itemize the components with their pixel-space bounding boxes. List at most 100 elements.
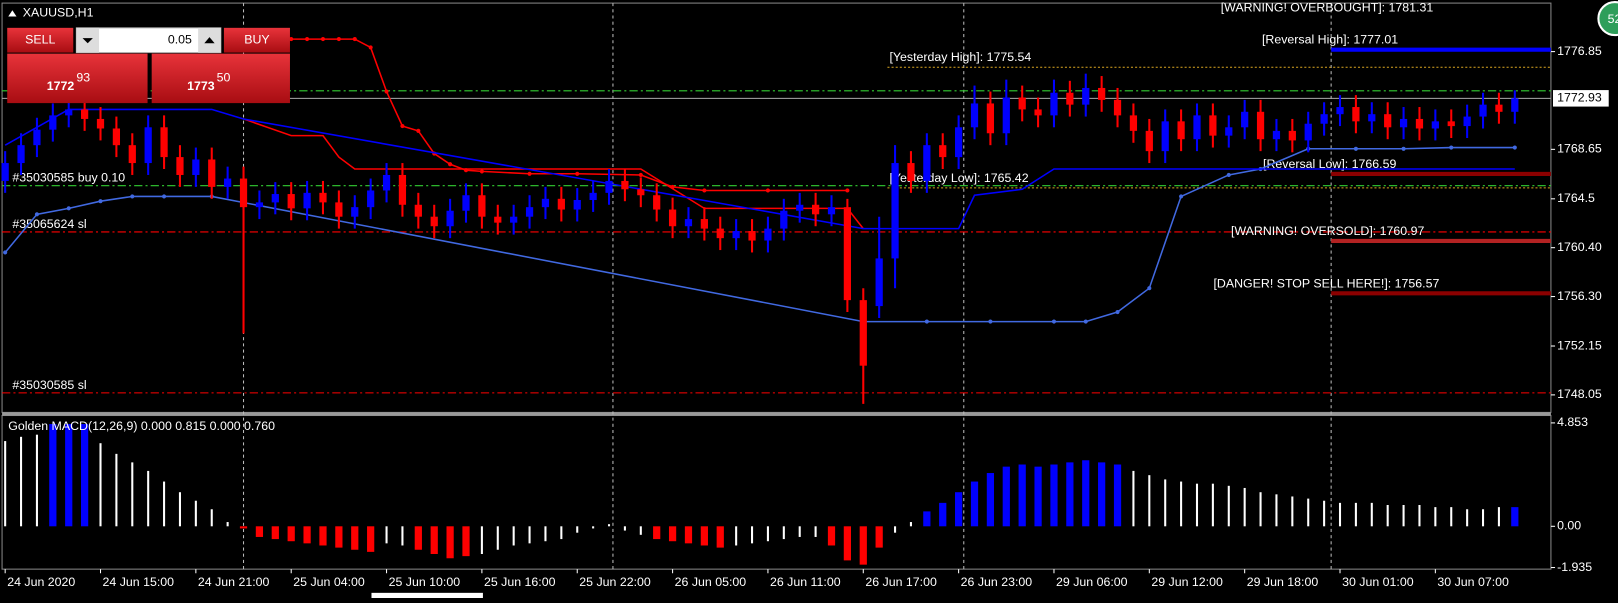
indicator-dot <box>384 89 389 94</box>
macd-bar <box>1148 475 1151 527</box>
indicator-dot <box>638 172 643 178</box>
macd-y-tick-label: 0.00 <box>1557 519 1581 533</box>
macd-bar <box>131 462 134 527</box>
ask-box[interactable] <box>151 53 290 104</box>
x-tick-label: 25 Jun 10:00 <box>389 575 461 589</box>
macd-bar <box>446 526 454 559</box>
macd-bar <box>623 526 626 531</box>
macd-bar <box>1275 494 1278 527</box>
candle-body <box>875 258 883 307</box>
candle-body <box>287 194 295 209</box>
macd-bar <box>735 526 738 546</box>
indicator-dot <box>98 199 103 204</box>
candle-body <box>398 174 407 205</box>
macd-bar <box>81 424 89 527</box>
indicator-dot <box>988 319 993 324</box>
macd-bar <box>35 434 38 527</box>
macd-bar <box>607 524 611 527</box>
indicator-dot <box>130 194 135 199</box>
macd-bar <box>255 526 264 537</box>
candle-body <box>176 157 184 175</box>
bid-box[interactable] <box>7 53 148 104</box>
macd-bar <box>1050 464 1058 527</box>
y-tick-label: 1748.05 <box>1557 387 1602 401</box>
indicator-dot <box>289 37 294 42</box>
macd-bar <box>430 526 438 555</box>
macd-title: Golden MACD(12,26,9) 0.000 0.815 0.000 0… <box>8 419 275 433</box>
candle-body <box>780 210 788 229</box>
order-label: #35030585 sl <box>12 378 86 392</box>
candle-body <box>557 198 565 210</box>
badge[interactable] <box>1597 1 1618 37</box>
macd-bar <box>653 526 661 540</box>
candle-body <box>811 204 820 215</box>
macd-bar <box>1291 496 1294 527</box>
candle-body <box>1368 114 1376 122</box>
candle-body <box>1129 115 1138 131</box>
macd-y-tick-label: -1.935 <box>1557 560 1592 574</box>
macd-bar <box>1386 504 1389 527</box>
macd-bar <box>1066 462 1074 527</box>
macd-bar <box>576 526 579 533</box>
indicator-dot <box>320 37 326 42</box>
macd-bar <box>65 424 73 527</box>
macd-bar <box>1113 464 1122 527</box>
chart-title: XAUUSD,H1 <box>23 6 94 20</box>
indicator-dot <box>1083 319 1088 324</box>
macd-bar <box>1307 498 1310 527</box>
candle-body <box>748 230 756 241</box>
candle-body <box>605 180 613 193</box>
macd-bar <box>592 526 595 529</box>
macd-bar <box>798 526 801 537</box>
indicator-dot <box>1401 146 1406 151</box>
candle-body <box>239 178 248 208</box>
candle-body <box>716 228 724 239</box>
macd-bar <box>716 526 724 548</box>
ask-head: 1773 <box>187 79 215 93</box>
macd-bar <box>1323 500 1326 527</box>
macd-bar <box>668 526 677 542</box>
candle-body <box>208 159 216 187</box>
candle-body <box>96 118 105 129</box>
candle-body <box>684 219 693 227</box>
x-tick-label: 25 Jun 04:00 <box>293 575 365 589</box>
sell-label: SELL <box>25 32 55 46</box>
indicator-dot <box>765 188 770 193</box>
indicator-dot <box>845 188 850 193</box>
macd-bar <box>1466 509 1469 527</box>
macd-bar <box>226 522 229 527</box>
candle-body <box>478 195 486 217</box>
indicator-dot <box>305 37 310 42</box>
macd-bar <box>1511 507 1519 527</box>
macd-bar <box>1402 504 1405 527</box>
candle-body <box>160 127 168 158</box>
scrollbar[interactable] <box>371 592 483 598</box>
indicator-dot <box>479 169 484 174</box>
macd-bar <box>335 526 343 548</box>
macd-bar <box>894 526 897 533</box>
candle-body <box>986 103 995 134</box>
macd-bar <box>20 436 23 527</box>
indicator-dot <box>3 250 8 255</box>
sell-button[interactable] <box>7 27 74 53</box>
indicator-dot <box>1226 172 1231 178</box>
indicator-dot <box>336 37 341 42</box>
x-tick-label: 24 Jun 15:00 <box>103 575 175 589</box>
macd-bar <box>827 526 836 546</box>
macd-bar <box>684 526 693 544</box>
candle-body <box>541 198 550 208</box>
macd-bar <box>1164 479 1167 527</box>
y-tick-label: 1776.85 <box>1557 44 1602 58</box>
candle-body <box>637 189 645 196</box>
order-label: #35065624 sl <box>12 217 86 231</box>
x-tick-label: 29 Jun 18:00 <box>1247 575 1319 589</box>
candle-body <box>1082 87 1090 105</box>
macd-bar <box>1098 462 1106 527</box>
lot-input[interactable] <box>75 27 222 54</box>
candle-body <box>1495 104 1503 112</box>
candle-body <box>462 195 470 211</box>
indicator-line <box>243 118 864 230</box>
buy-button[interactable] <box>223 27 290 53</box>
indicator-dot <box>1115 309 1120 315</box>
